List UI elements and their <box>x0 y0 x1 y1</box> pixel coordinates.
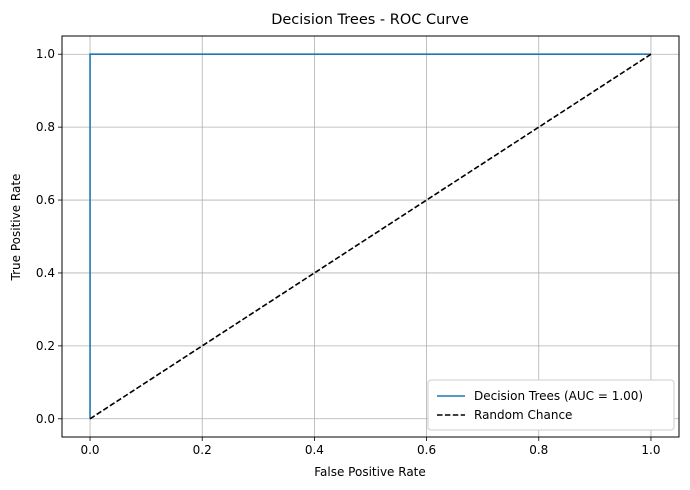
y-tick-label: 0.2 <box>36 339 55 353</box>
plot-frame <box>61 35 680 438</box>
roc-curve-line <box>89 53 651 419</box>
y-ticks: 0.0 0.2 0.4 0.6 0.8 1.0 <box>36 47 62 426</box>
random-chance-line <box>89 53 652 420</box>
legend-label-random-chance: Random Chance <box>474 408 572 422</box>
x-tick-label: 1.0 <box>641 443 660 457</box>
chart-title: Decision Trees - ROC Curve <box>271 12 469 28</box>
y-tick-label: 1.0 <box>36 47 55 61</box>
x-axis-label: False Positive Rate <box>314 465 426 479</box>
legend-label-decision-trees: Decision Trees (AUC = 1.00) <box>474 389 643 403</box>
x-tick-label: 0.6 <box>417 443 436 457</box>
y-axis-label: True Positive Rate <box>9 174 23 282</box>
grid <box>62 36 679 437</box>
x-tick-label: 0.0 <box>80 443 99 457</box>
y-tick-label: 0.0 <box>36 412 55 426</box>
legend-box <box>427 379 675 431</box>
x-tick-label: 0.4 <box>305 443 324 457</box>
y-tick-label: 0.8 <box>36 120 55 134</box>
x-ticks: 0.0 0.2 0.4 0.6 0.8 1.0 <box>80 437 661 457</box>
y-tick-label: 0.6 <box>36 193 55 207</box>
x-tick-label: 0.8 <box>529 443 548 457</box>
y-tick-label: 0.4 <box>36 266 55 280</box>
series-layer <box>89 53 652 420</box>
x-tick-label: 0.2 <box>193 443 212 457</box>
legend: Decision Trees (AUC = 1.00) Random Chanc… <box>427 379 675 431</box>
